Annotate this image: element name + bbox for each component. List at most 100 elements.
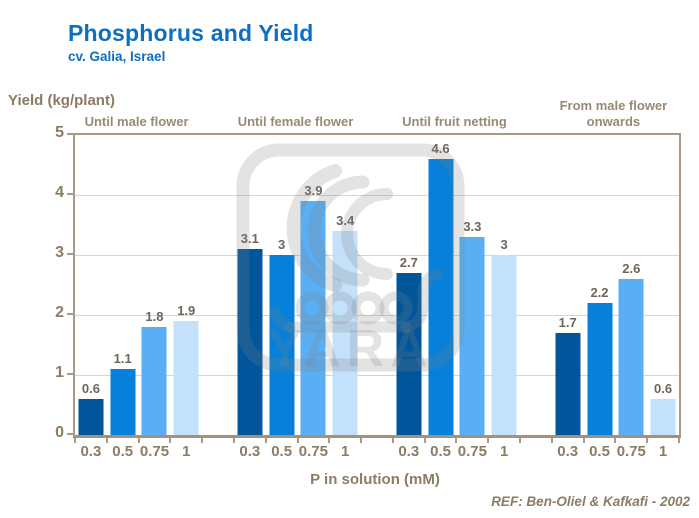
bar-from-male-flower-onwards-0.3 <box>555 333 581 435</box>
x-tick-mark <box>582 438 585 443</box>
bar-group: 2.7 4.6 3.3 3 <box>393 135 520 435</box>
chart-subtitle: cv. Galia, Israel <box>68 49 166 64</box>
y-tick-mark <box>67 133 74 135</box>
bar-until-female-flower-1 <box>332 231 358 435</box>
bar-value-label: 3.4 <box>336 213 355 228</box>
y-tick-label: 1 <box>55 364 64 381</box>
bar-slot: 2.7 <box>393 135 425 435</box>
bar-until-male-flower-0.75 <box>141 327 167 435</box>
bar-value-label: 3.1 <box>240 231 259 246</box>
bar-slot: 0.6 <box>647 135 679 435</box>
x-tick-mark <box>169 438 172 443</box>
bar-value-label: 3 <box>277 237 286 252</box>
bar-value-label: 3.3 <box>463 219 482 234</box>
bar-until-fruit-netting-0.75 <box>459 237 485 435</box>
y-tick-mark <box>67 373 74 375</box>
bar-value-label: 0.6 <box>81 381 100 396</box>
y-tick-mark <box>67 433 74 435</box>
y-tick-mark <box>67 253 74 255</box>
bar-until-fruit-netting-1 <box>491 255 517 435</box>
bar-slot: 2.2 <box>584 135 616 435</box>
bar-slot: 3.3 <box>456 135 488 435</box>
x-tick-mark <box>232 438 235 443</box>
bar-value-label: 1.9 <box>177 303 196 318</box>
chart-title: Phosphorus and Yield <box>68 20 314 46</box>
gridline-y-2 <box>75 315 679 316</box>
bar-value-label: 0.6 <box>654 381 673 396</box>
bar-from-male-flower-onwards-0.75 <box>618 279 644 435</box>
x-tick-label: 0.3 <box>239 443 261 460</box>
bar-until-male-flower-0.3 <box>78 399 104 435</box>
bar-slot: 3.9 <box>298 135 330 435</box>
bar-value-label: 2.7 <box>399 255 418 270</box>
x-tick-label: 0.75 <box>457 443 487 460</box>
bar-slot: 3.1 <box>234 135 266 435</box>
x-tick-label: 0.5 <box>589 443 610 460</box>
bar-value-label: 3.9 <box>304 183 323 198</box>
x-tick-mark <box>264 438 267 443</box>
x-tick-label: 0.3 <box>557 443 579 460</box>
x-tick-mark <box>105 438 108 443</box>
plot-area: 0.6 1.1 1.8 1.9 0.3 0.5 0.75 1 3.1 3 3.9 3.4 0.3 0.5 0… <box>73 133 681 460</box>
group-header: Until male flower <box>84 114 189 129</box>
x-tick-label: 0.75 <box>298 443 328 460</box>
x-tick-label: 1 <box>341 443 350 460</box>
bar-until-fruit-netting-0.5 <box>428 159 454 435</box>
group-header: From male flower onwards <box>559 98 668 129</box>
bar-value-label: 1.1 <box>113 351 132 366</box>
bar-value-label: 4.6 <box>431 141 450 156</box>
x-tick-mark <box>74 438 76 443</box>
x-tick-label: 0.75 <box>139 443 170 460</box>
bar-value-label: 1.8 <box>145 309 164 324</box>
x-tick-mark <box>201 438 204 443</box>
x-tick-mark <box>550 438 553 443</box>
x-tick-label: 1 <box>182 443 191 460</box>
y-tick-label: 2 <box>55 304 64 321</box>
x-tick-mark <box>296 438 299 443</box>
y-tick-label: 0 <box>55 424 64 441</box>
bar-until-female-flower-0.5 <box>269 255 295 435</box>
bar-slot: 4.6 <box>425 135 457 435</box>
y-tick-label: 5 <box>55 124 64 141</box>
gridline-y-4 <box>75 195 679 196</box>
x-axis-title: P in solution (mM) <box>310 471 440 488</box>
bar-value-label: 2.2 <box>590 285 609 300</box>
x-tick-mark <box>519 438 522 443</box>
x-tick-mark <box>137 438 140 443</box>
y-tick-label: 4 <box>55 184 64 201</box>
gridline-y-1 <box>75 375 679 376</box>
bar-slot: 0.6 <box>75 135 107 435</box>
group-header: Until fruit netting <box>402 114 507 129</box>
bar-until-male-flower-0.5 <box>110 369 136 435</box>
bar-until-female-flower-0.3 <box>237 249 263 435</box>
bar-until-fruit-netting-0.3 <box>396 273 422 435</box>
bar-group: 1.7 2.2 2.6 0.6 <box>552 135 679 435</box>
y-tick-label: 3 <box>55 244 64 261</box>
x-tick-label: 0.5 <box>112 443 134 460</box>
x-tick-label: 0.5 <box>430 443 451 460</box>
bar-value-label: 3 <box>500 237 508 252</box>
bar-slot: 1.9 <box>170 135 202 435</box>
x-tick-label: 0.3 <box>398 443 420 460</box>
x-tick-mark <box>391 438 394 443</box>
x-tick-label: 0.3 <box>80 443 102 460</box>
y-axis-title: Yield (kg/plant) <box>8 92 115 109</box>
y-tick-mark <box>67 193 74 195</box>
x-tick-label: 0.5 <box>271 443 293 460</box>
bar-value-label: 1.7 <box>558 315 577 330</box>
x-tick-mark <box>646 438 649 443</box>
x-tick-label: 0.75 <box>616 443 646 460</box>
x-tick-mark <box>678 438 680 443</box>
bar-group: 3.1 3 3.9 3.4 <box>234 135 361 435</box>
reference-note: REF: Ben-Oliel & Kafkafi - 2002 <box>491 494 690 509</box>
x-tick-mark <box>423 438 426 443</box>
bar-from-male-flower-onwards-0.5 <box>587 303 612 435</box>
x-tick-mark <box>614 438 617 443</box>
bar-until-female-flower-0.75 <box>300 201 326 435</box>
bar-slot: 1.1 <box>107 135 139 435</box>
bar-slot: 3 <box>488 135 520 435</box>
x-tick-label: 1 <box>658 443 668 460</box>
gridline-y-3 <box>75 255 679 256</box>
x-tick-mark <box>487 438 490 443</box>
